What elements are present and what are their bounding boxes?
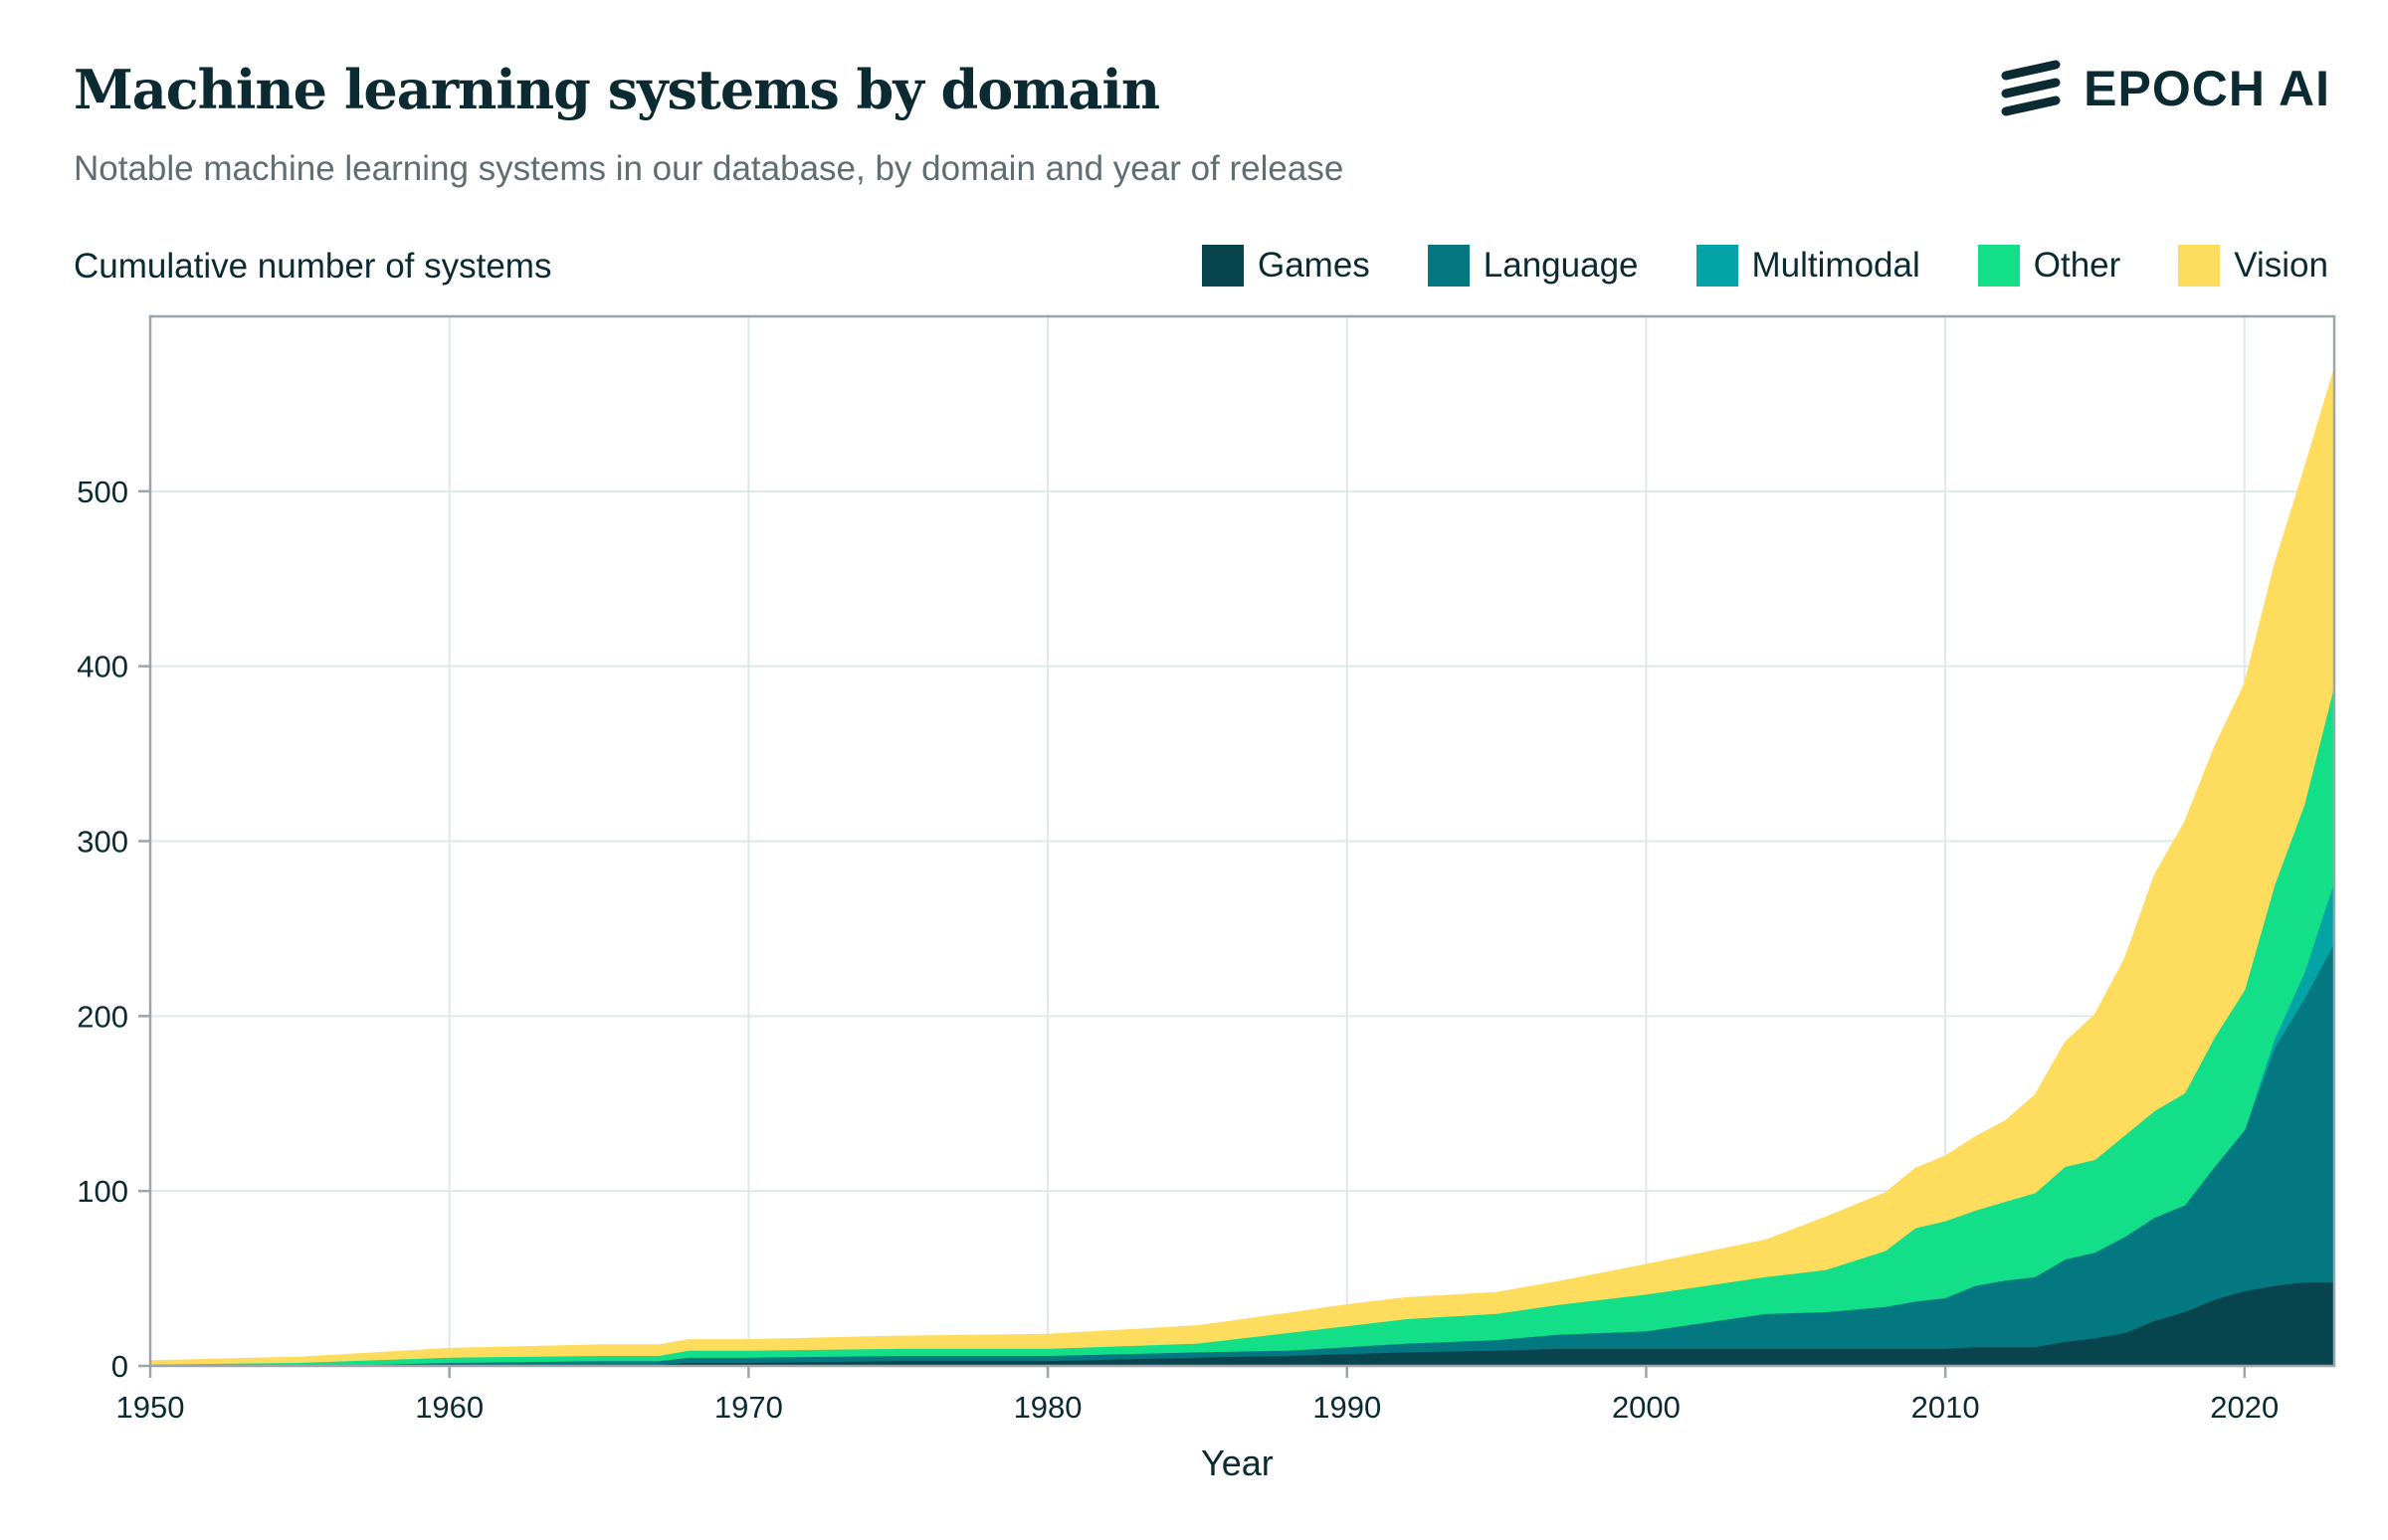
epoch-ai-logo: EPOCH AI <box>2000 60 2330 117</box>
legend-item-games: Games <box>1201 245 1370 287</box>
legend: Games Language Multimodal Other Vision <box>1201 245 2328 287</box>
legend-label-vision: Vision <box>2234 246 2328 285</box>
legend-label-games: Games <box>1257 246 1370 285</box>
chart-title: Machine learning systems by domain <box>74 58 1160 121</box>
chart-subtitle: Notable machine learning systems in our … <box>74 149 1344 188</box>
legend-label-multimodal: Multimodal <box>1751 246 1920 285</box>
logo-text: EPOCH AI <box>2084 61 2330 116</box>
x-tick-label: 1970 <box>714 1390 783 1425</box>
legend-item-vision: Vision <box>2178 245 2328 287</box>
legend-swatch-other <box>1977 245 2020 287</box>
area-other <box>149 684 2335 1367</box>
x-tick-label: 1960 <box>415 1390 484 1425</box>
y-axis-label: Cumulative number of systems <box>74 247 552 286</box>
area-layer <box>149 368 2335 1367</box>
axis-layer: 1950 1960 1970 1980 1990 2000 2010 2020 0 100 200 3… <box>77 314 2336 1425</box>
x-tick-label: 2010 <box>1911 1390 1980 1425</box>
legend-label-language: Language <box>1483 246 1639 285</box>
legend-swatch-multimodal <box>1695 245 1738 287</box>
x-tick-label: 1980 <box>1014 1390 1083 1425</box>
legend-item-multimodal: Multimodal <box>1695 245 1920 287</box>
x-tick-label: 2000 <box>1612 1390 1681 1425</box>
legend-swatch-language <box>1427 245 1470 287</box>
epoch-logo-icon <box>2001 60 2061 116</box>
y-tick-label: 0 <box>111 1349 128 1384</box>
y-tick-label: 200 <box>77 999 128 1034</box>
y-tick-label: 300 <box>77 825 128 860</box>
x-tick-label: 2020 <box>2210 1390 2279 1425</box>
legend-swatch-vision <box>2178 245 2221 287</box>
x-tick-label: 1950 <box>116 1390 185 1425</box>
grid-layer <box>150 316 2334 1366</box>
legend-label-other: Other <box>2033 246 2121 285</box>
legend-item-other: Other <box>1977 245 2121 287</box>
y-tick-label: 400 <box>77 650 128 684</box>
legend-swatch-games <box>1201 245 1244 287</box>
x-axis-label: Year <box>1201 1443 1274 1483</box>
y-tick-label: 500 <box>77 475 128 509</box>
y-tick-label: 100 <box>77 1174 128 1209</box>
legend-item-language: Language <box>1427 245 1639 287</box>
x-tick-label: 1990 <box>1312 1390 1381 1425</box>
